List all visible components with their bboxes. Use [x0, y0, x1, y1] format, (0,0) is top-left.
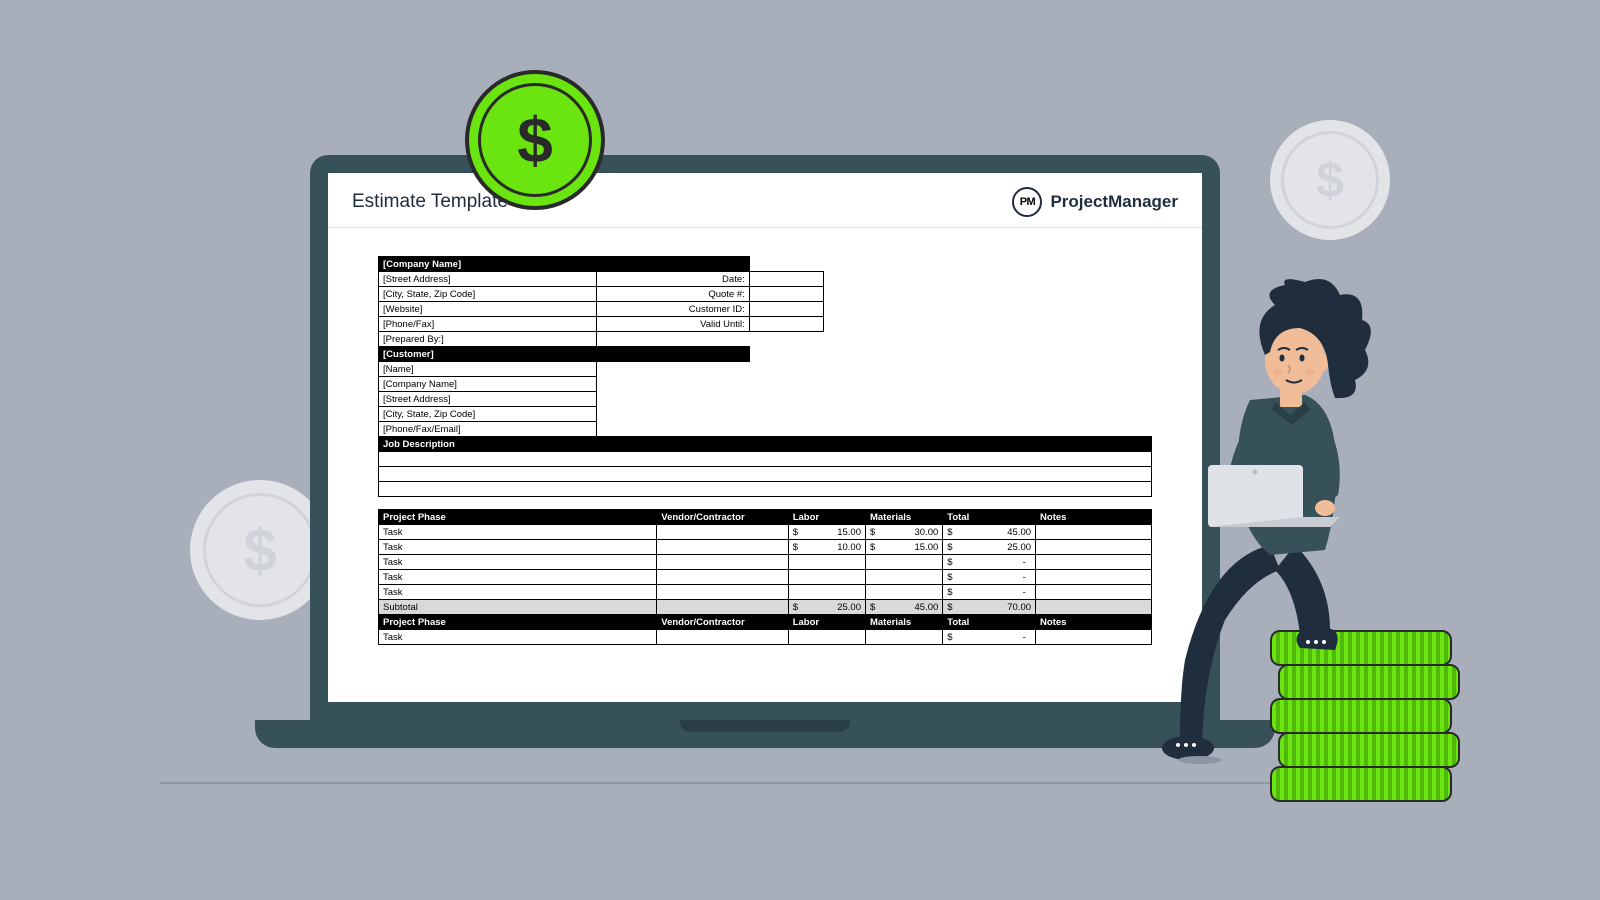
meta-label: Customer ID:: [596, 302, 749, 317]
company-header: [Company Name]: [379, 257, 750, 272]
col-header: Project Phase: [379, 615, 657, 630]
phase-cell[interactable]: Task: [379, 540, 657, 555]
vendor-cell[interactable]: [657, 630, 788, 645]
vendor-cell[interactable]: [657, 525, 788, 540]
laptop-screen: Estimate Template PM ProjectManager [Com…: [310, 155, 1220, 720]
company-field: [Website]: [379, 302, 597, 317]
meta-value[interactable]: [749, 317, 823, 332]
company-field: [City, State, Zip Code]: [379, 287, 597, 302]
company-field: [Phone/Fax]: [379, 317, 597, 332]
customer-header: [Customer]: [379, 347, 750, 362]
laptop-illustration: Estimate Template PM ProjectManager [Com…: [310, 155, 1220, 748]
meta-label: Quote #:: [596, 287, 749, 302]
phase-cell[interactable]: Task: [379, 525, 657, 540]
phase-cell[interactable]: Task: [379, 555, 657, 570]
customer-field: [Name]: [379, 362, 597, 377]
logo-badge-icon: PM: [1012, 187, 1042, 217]
job-description-table: Job Description: [378, 436, 1152, 497]
phase-table: Project PhaseVendor/ContractorLaborMater…: [378, 509, 1152, 645]
job-desc-header: Job Description: [379, 437, 1152, 452]
job-desc-line[interactable]: [379, 482, 1152, 497]
vendor-cell[interactable]: [657, 540, 788, 555]
phase-cell[interactable]: Task: [379, 570, 657, 585]
company-field: [Prepared By:]: [379, 332, 597, 347]
document-viewport: Estimate Template PM ProjectManager [Com…: [328, 173, 1202, 702]
col-header: Labor: [788, 510, 865, 525]
grey-coin-icon: [190, 480, 330, 620]
col-header: Total: [943, 615, 1036, 630]
customer-field: [City, State, Zip Code]: [379, 407, 597, 422]
customer-field: [Company Name]: [379, 377, 597, 392]
vendor-cell[interactable]: [657, 570, 788, 585]
customer-field: [Street Address]: [379, 392, 597, 407]
green-dollar-coin-icon: $: [465, 70, 605, 210]
job-desc-line[interactable]: [379, 452, 1152, 467]
col-header: Materials: [865, 615, 942, 630]
company-info-table: [Company Name] [Street Address]Date: [Ci…: [378, 256, 873, 437]
subtotal-label: Subtotal: [379, 600, 657, 615]
document-body: [Company Name] [Street Address]Date: [Ci…: [328, 228, 1202, 645]
meta-label: Date:: [596, 272, 749, 287]
col-header: Vendor/Contractor: [657, 615, 788, 630]
meta-value[interactable]: [749, 287, 823, 302]
customer-field: [Phone/Fax/Email]: [379, 422, 597, 437]
laptop-base: [255, 720, 1275, 748]
col-header: Project Phase: [379, 510, 657, 525]
document-title: Estimate Template: [352, 191, 508, 213]
meta-value[interactable]: [749, 272, 823, 287]
col-header: Vendor/Contractor: [657, 510, 788, 525]
col-header: Total: [943, 510, 1036, 525]
phase-cell[interactable]: Task: [379, 585, 657, 600]
meta-value[interactable]: [749, 302, 823, 317]
person-illustration: [1150, 280, 1410, 800]
logo-text: ProjectManager: [1050, 192, 1178, 212]
company-field: [Street Address]: [379, 272, 597, 287]
phase-cell[interactable]: Task: [379, 630, 657, 645]
dollar-sign-icon: $: [517, 103, 553, 177]
vendor-cell[interactable]: [657, 585, 788, 600]
brand-logo: PM ProjectManager: [1012, 187, 1178, 217]
document-header: Estimate Template PM ProjectManager: [328, 173, 1202, 228]
col-header: Materials: [865, 510, 942, 525]
col-header: Labor: [788, 615, 865, 630]
job-desc-line[interactable]: [379, 467, 1152, 482]
vendor-cell[interactable]: [657, 555, 788, 570]
meta-label: Valid Until:: [596, 317, 749, 332]
grey-coin-icon: [1270, 120, 1390, 240]
person-svg-icon: [1130, 270, 1390, 790]
